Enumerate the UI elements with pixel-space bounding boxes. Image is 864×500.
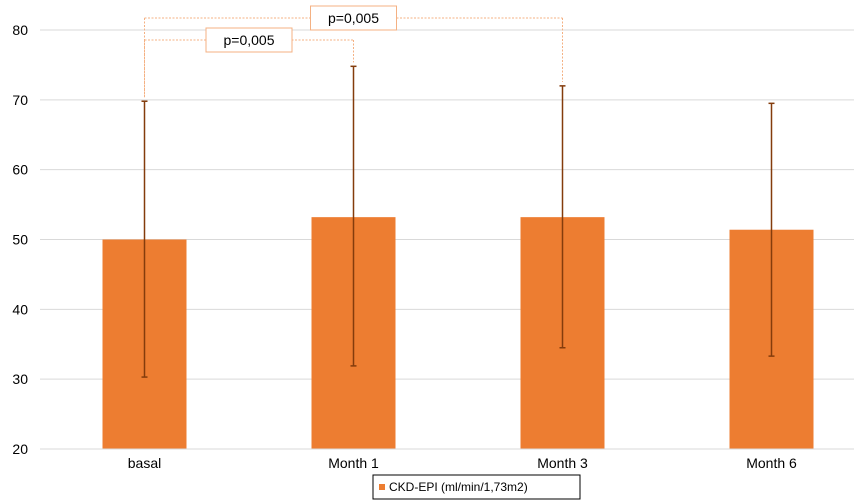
- y-tick-label: 60: [12, 162, 28, 178]
- y-tick-label: 30: [12, 371, 28, 387]
- y-tick-label: 40: [12, 301, 28, 317]
- error-bar: [768, 102, 775, 357]
- x-tick-label: basal: [128, 455, 161, 471]
- p-value-box: [310, 5, 397, 31]
- legend-box: [372, 474, 581, 500]
- significance-annotations: p=0,005 p=0,005: [144, 5, 563, 98]
- significance-bracket: p=0,005: [144, 5, 563, 98]
- y-tick-label: 20: [12, 441, 28, 457]
- y-tick-label: 50: [12, 232, 28, 248]
- error-bar: [350, 65, 357, 367]
- p-value-label: p=0,005: [328, 10, 379, 26]
- error-bar: [559, 85, 566, 349]
- x-tick-label: Month 3: [537, 455, 588, 471]
- p-value-label: p=0,005: [224, 32, 275, 48]
- bars: [102, 217, 814, 449]
- y-tick-label: 70: [12, 92, 28, 108]
- y-axis: 20 30 40 50 60 70 80: [12, 22, 28, 457]
- p-value-box: [205, 27, 293, 53]
- x-tick-label: Month 1: [328, 455, 379, 471]
- legend-label: CKD-EPI (ml/min/1,73m2): [389, 480, 528, 494]
- significance-bracket: p=0,005: [144, 27, 354, 98]
- y-tick-label: 80: [12, 22, 28, 38]
- legend: CKD-EPI (ml/min/1,73m2): [372, 474, 581, 500]
- x-tick-label: Month 6: [746, 455, 797, 471]
- x-axis: basal Month 1 Month 3 Month 6: [40, 448, 854, 471]
- error-bar: [141, 100, 148, 378]
- error-bars: [141, 65, 775, 378]
- legend-swatch: [379, 484, 385, 490]
